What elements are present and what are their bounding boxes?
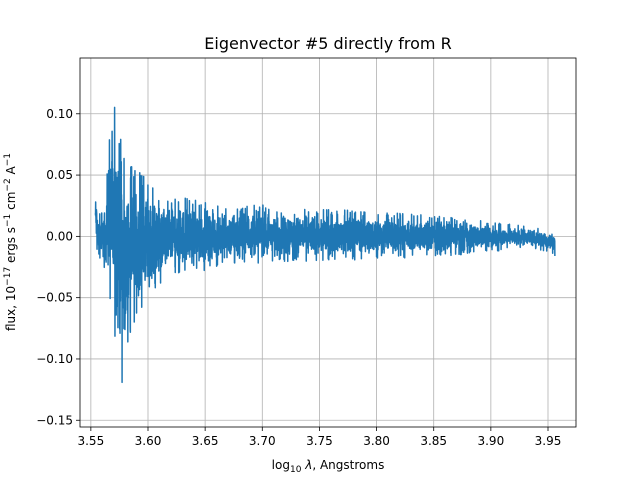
series-line-eigenvector-5 xyxy=(94,106,556,384)
x-tick-label: 3.55 xyxy=(77,434,104,448)
y-tick-label: 0.05 xyxy=(46,168,73,182)
plot-area xyxy=(94,106,556,384)
y-axis-label: flux, 10−17 ergs s−1 cm−2 A−1 xyxy=(3,153,18,331)
x-tick-label: 3.75 xyxy=(306,434,333,448)
y-tick-label: −0.15 xyxy=(36,413,73,427)
chart-title: Eigenvector #5 directly from R xyxy=(204,34,451,53)
grid xyxy=(80,58,576,427)
x-tick-label: 3.85 xyxy=(420,434,447,448)
y-tick-label: −0.05 xyxy=(36,291,73,305)
x-tick-label: 3.95 xyxy=(535,434,562,448)
y-axis: −0.15 −0.10 −0.05 0.00 0.05 0.10 xyxy=(36,107,80,427)
y-tick-label: −0.10 xyxy=(36,352,73,366)
x-tick-label: 3.60 xyxy=(135,434,162,448)
x-tick-label: 3.80 xyxy=(363,434,390,448)
y-tick-label: 0.00 xyxy=(46,229,73,243)
x-tick-label: 3.65 xyxy=(192,434,219,448)
y-tick-label: 0.10 xyxy=(46,107,73,121)
x-tick-label: 3.90 xyxy=(477,434,504,448)
x-axis-label: log10 λ, Angstroms xyxy=(272,458,385,475)
x-axis: 3.55 3.60 3.65 3.70 3.75 3.80 3.85 3.90 3.95 xyxy=(77,427,561,448)
plot-frame xyxy=(79,57,577,428)
x-tick-label: 3.70 xyxy=(249,434,276,448)
